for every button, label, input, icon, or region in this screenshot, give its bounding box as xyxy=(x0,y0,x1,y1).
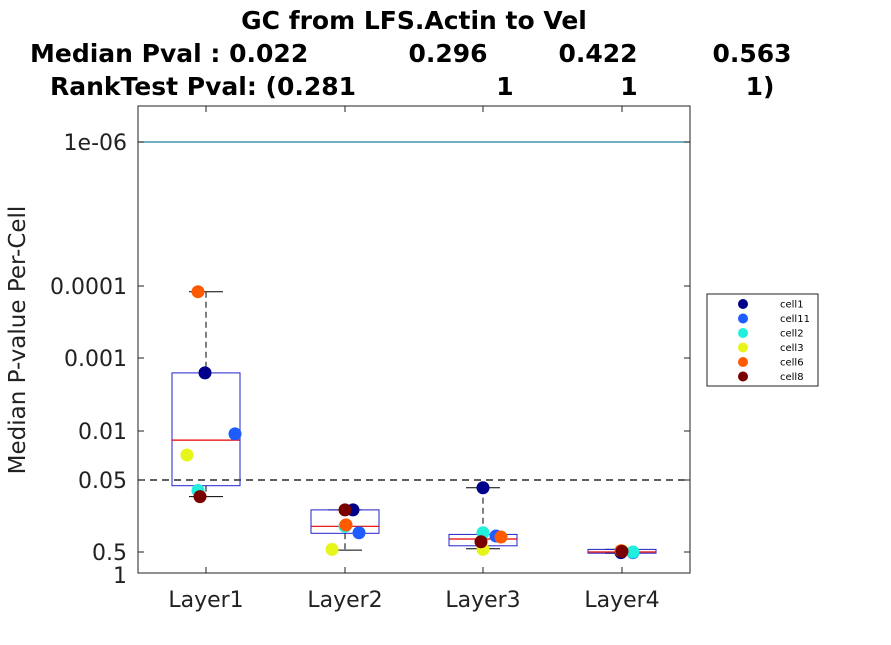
point-cell8 xyxy=(474,535,488,549)
ranktest-pval-layer2: 1 xyxy=(496,72,513,101)
reference-lines xyxy=(138,141,690,481)
y-tick-label: 0.0001 xyxy=(50,275,127,300)
legend-marker-cell6 xyxy=(738,357,748,367)
legend-box xyxy=(706,293,819,387)
median-pval-layer4: 0.563 xyxy=(712,39,791,68)
chart-title: GC from LFS.Actin to Vel xyxy=(241,6,587,35)
point-cell3 xyxy=(180,448,194,462)
legend-marker-cell1 xyxy=(738,299,748,309)
y-tick-label: 0.05 xyxy=(78,469,127,494)
x-tick-label: Layer2 xyxy=(307,588,382,613)
ranktest-pval-layer3: 1 xyxy=(620,72,637,101)
y-tick-label: 1 xyxy=(113,564,127,589)
point-cell11 xyxy=(352,526,366,540)
legend-marker-cell11 xyxy=(738,313,748,324)
legend-marker-cell8 xyxy=(738,371,748,382)
point-cell6 xyxy=(191,285,205,299)
legend-label-cell6: cell6 xyxy=(780,358,804,369)
point-cell6 xyxy=(494,530,508,544)
x-axis: Layer1 Layer2 Layer3 Layer4 xyxy=(168,106,660,613)
legend-label-cell2: cell2 xyxy=(780,329,804,340)
median-pval-label: Median Pval : 0.022 xyxy=(30,39,308,68)
legend-entries: cell1 cell11 cell2 cell3 cell6 cell8 xyxy=(738,299,810,383)
legend-marker-cell2 xyxy=(738,328,748,338)
median-pval-layer3: 0.422 xyxy=(558,39,637,68)
y-tick-label: 0.5 xyxy=(92,541,127,566)
ranktest-pval-layer4: 1) xyxy=(746,72,775,101)
legend-label-cell3: cell3 xyxy=(780,343,804,354)
y-tick-label: 0.001 xyxy=(64,347,127,372)
data-points xyxy=(180,285,640,560)
ranktest-pval-label: RankTest Pval: (0.281 xyxy=(50,72,356,101)
point-cell1 xyxy=(198,366,212,380)
x-tick-label: Layer3 xyxy=(445,588,520,613)
legend-marker-cell3 xyxy=(738,342,748,353)
median-pval-layer2: 0.296 xyxy=(408,39,487,68)
point-cell6 xyxy=(339,518,353,532)
legend-label-cell11: cell11 xyxy=(780,314,810,325)
legend-label-cell8: cell8 xyxy=(780,372,804,383)
y-tick-label: 1e-06 xyxy=(64,131,127,156)
y-tick-label: 0.01 xyxy=(78,420,127,445)
legend: cell1 cell11 cell2 cell3 cell6 cell8 xyxy=(706,293,819,387)
y-axis-label: Median P-value Per-Cell xyxy=(5,206,31,475)
point-cell3 xyxy=(325,542,339,556)
legend-label-cell1: cell1 xyxy=(780,300,804,311)
point-cell8 xyxy=(615,544,629,558)
point-cell1 xyxy=(476,481,490,495)
chart-title-block: GC from LFS.Actin to Vel Median Pval : 0… xyxy=(30,6,792,101)
plot-area xyxy=(137,105,691,574)
y-axis: 1e-06 0.0001 0.001 0.01 0.05 0.51 xyxy=(50,131,690,589)
point-cell8 xyxy=(193,490,207,504)
point-cell8 xyxy=(338,503,352,517)
x-tick-label: Layer4 xyxy=(584,588,659,613)
point-cell2 xyxy=(626,545,640,559)
x-tick-label: Layer1 xyxy=(168,588,243,613)
point-cell11 xyxy=(228,427,242,441)
